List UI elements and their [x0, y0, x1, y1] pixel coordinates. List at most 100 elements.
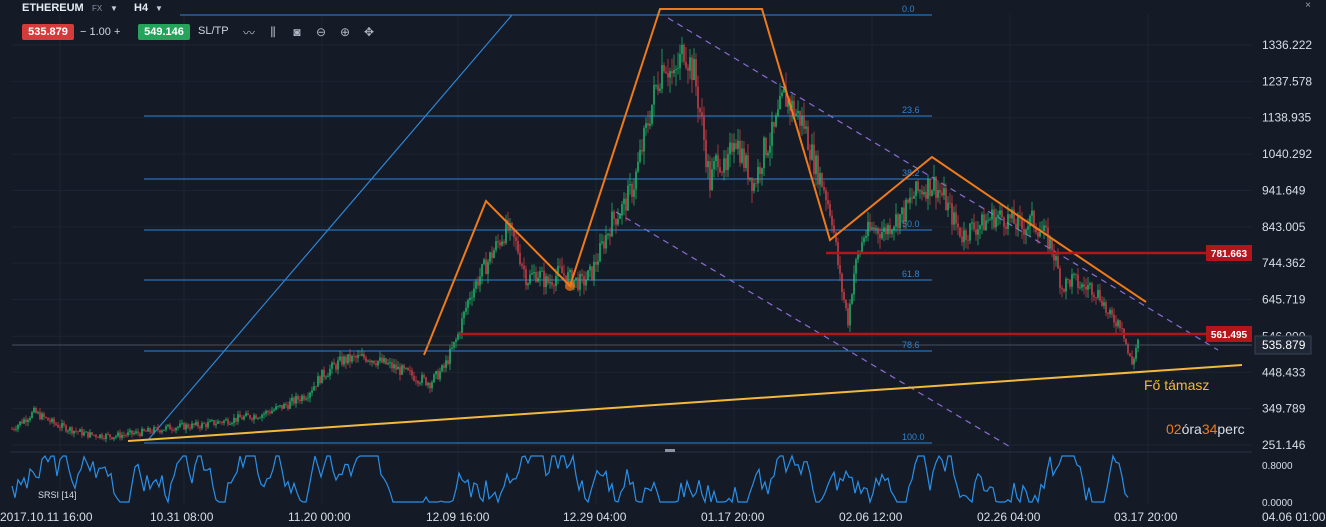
- candle-body: [899, 214, 901, 229]
- candle-body: [437, 371, 439, 380]
- candle-body: [101, 434, 103, 439]
- candle-body: [21, 421, 23, 424]
- candle-body: [917, 181, 919, 191]
- candle-body: [831, 215, 833, 226]
- candle-body: [399, 366, 401, 375]
- sell-price-button[interactable]: 535.879: [22, 24, 74, 40]
- candle-body: [579, 273, 581, 290]
- timeframe-selector[interactable]: H4: [134, 2, 149, 14]
- countdown-part: 34: [1202, 421, 1218, 437]
- candle-body: [911, 197, 913, 199]
- candle-body: [565, 275, 567, 284]
- candle-body: [381, 357, 383, 363]
- candle-body: [781, 92, 783, 96]
- symbol-selector[interactable]: ETHEREUM: [22, 2, 84, 14]
- candle-body: [357, 355, 359, 358]
- candle-body: [1137, 339, 1139, 349]
- zoom-in-icon[interactable]: ⊕: [339, 25, 351, 39]
- camera-icon[interactable]: ◙: [293, 25, 301, 39]
- candle-body: [753, 183, 755, 191]
- candle-body: [951, 203, 953, 225]
- support-trendline[interactable]: [127, 364, 1243, 442]
- candle-body: [513, 228, 515, 238]
- candle-body: [1029, 215, 1031, 227]
- candle-body: [1119, 320, 1121, 329]
- candle-body: [709, 161, 711, 190]
- candle-body: [329, 368, 331, 376]
- candle-body: [473, 288, 475, 298]
- candle-body: [259, 417, 261, 419]
- candle-body: [511, 223, 513, 229]
- candle-body: [1085, 286, 1087, 290]
- candle-body: [879, 234, 881, 239]
- quantity-stepper[interactable]: − 1.00 +: [80, 24, 120, 40]
- candle-body: [797, 110, 799, 114]
- candle-body: [937, 190, 939, 198]
- candle-body: [677, 68, 679, 70]
- candle-body: [559, 265, 561, 267]
- candle-body: [643, 128, 645, 152]
- candle-body: [783, 86, 785, 93]
- candle-body: [637, 161, 639, 172]
- candle-body: [547, 276, 549, 284]
- timeframe-dropdown-icon[interactable]: ▼: [155, 4, 163, 13]
- candle-body: [1059, 268, 1061, 288]
- candle-body: [645, 123, 647, 129]
- channel-lower-line: [615, 211, 1013, 449]
- candle-body: [725, 158, 727, 171]
- candle-body: [419, 382, 421, 384]
- candle-body: [447, 360, 449, 364]
- horizontal-levels[interactable]: 781.663 561.495: [12, 245, 1252, 346]
- candle-body: [93, 434, 95, 436]
- buy-price-button[interactable]: 549.146: [138, 24, 190, 40]
- candle-body: [209, 420, 211, 423]
- candle-body: [441, 365, 443, 372]
- candle-body: [739, 140, 741, 163]
- sltp-button[interactable]: SL/TP: [198, 25, 229, 37]
- candle-body: [401, 365, 403, 375]
- candle-body: [135, 431, 137, 434]
- candle-body: [155, 427, 157, 429]
- increase-quantity-button[interactable]: +: [113, 26, 121, 38]
- candle-body: [1053, 250, 1055, 261]
- head-shoulders-pattern[interactable]: [423, 8, 1147, 356]
- close-icon[interactable]: ×: [1305, 0, 1311, 11]
- zoom-out-icon[interactable]: ⊖: [315, 25, 327, 39]
- candle-body: [507, 219, 509, 231]
- candle-body: [729, 142, 731, 155]
- candle-body: [791, 100, 793, 112]
- candle-body: [595, 261, 597, 265]
- candle-body: [69, 427, 71, 431]
- candle-body: [915, 181, 917, 196]
- decrease-quantity-button[interactable]: −: [80, 26, 87, 38]
- price-axis[interactable]: 1336.222 1237.578 1138.935 1040.292 941.649 8…: [1254, 14, 1326, 511]
- candle-body: [233, 417, 235, 424]
- symbol-dropdown-icon[interactable]: ▼: [110, 4, 118, 13]
- chart-tools: 〰 ⫼ ◙ ⊖ ⊕ ✥: [240, 23, 378, 41]
- candle-body: [697, 86, 699, 109]
- candle-body: [811, 144, 813, 160]
- time-tick-label: 04.06 01:00: [1262, 510, 1326, 524]
- candle-body: [785, 86, 787, 107]
- candle-body: [557, 265, 559, 276]
- candlestick-icon[interactable]: ⫼: [270, 24, 276, 39]
- candle-body: [619, 215, 621, 220]
- candle-body: [489, 252, 491, 262]
- crosshair-icon[interactable]: ✥: [363, 25, 375, 39]
- price-tick-label: 448.433: [1262, 365, 1306, 379]
- time-axis[interactable]: 2017.10.11 16:00 10.31 08:00 11.20 00:00 12…: [0, 510, 1326, 524]
- candle-body: [75, 430, 77, 432]
- line-chart-icon[interactable]: 〰: [242, 25, 255, 40]
- candle-body: [31, 412, 33, 418]
- candle-body: [331, 362, 333, 369]
- quantity-value[interactable]: 1.00: [89, 26, 111, 38]
- candle-body: [1031, 210, 1033, 216]
- candle-body: [429, 383, 431, 389]
- candle-body: [503, 241, 505, 244]
- candle-body: [395, 364, 397, 370]
- candle-body: [277, 406, 279, 407]
- candle-body: [779, 95, 781, 110]
- trend-channel[interactable]: [615, 17, 1219, 449]
